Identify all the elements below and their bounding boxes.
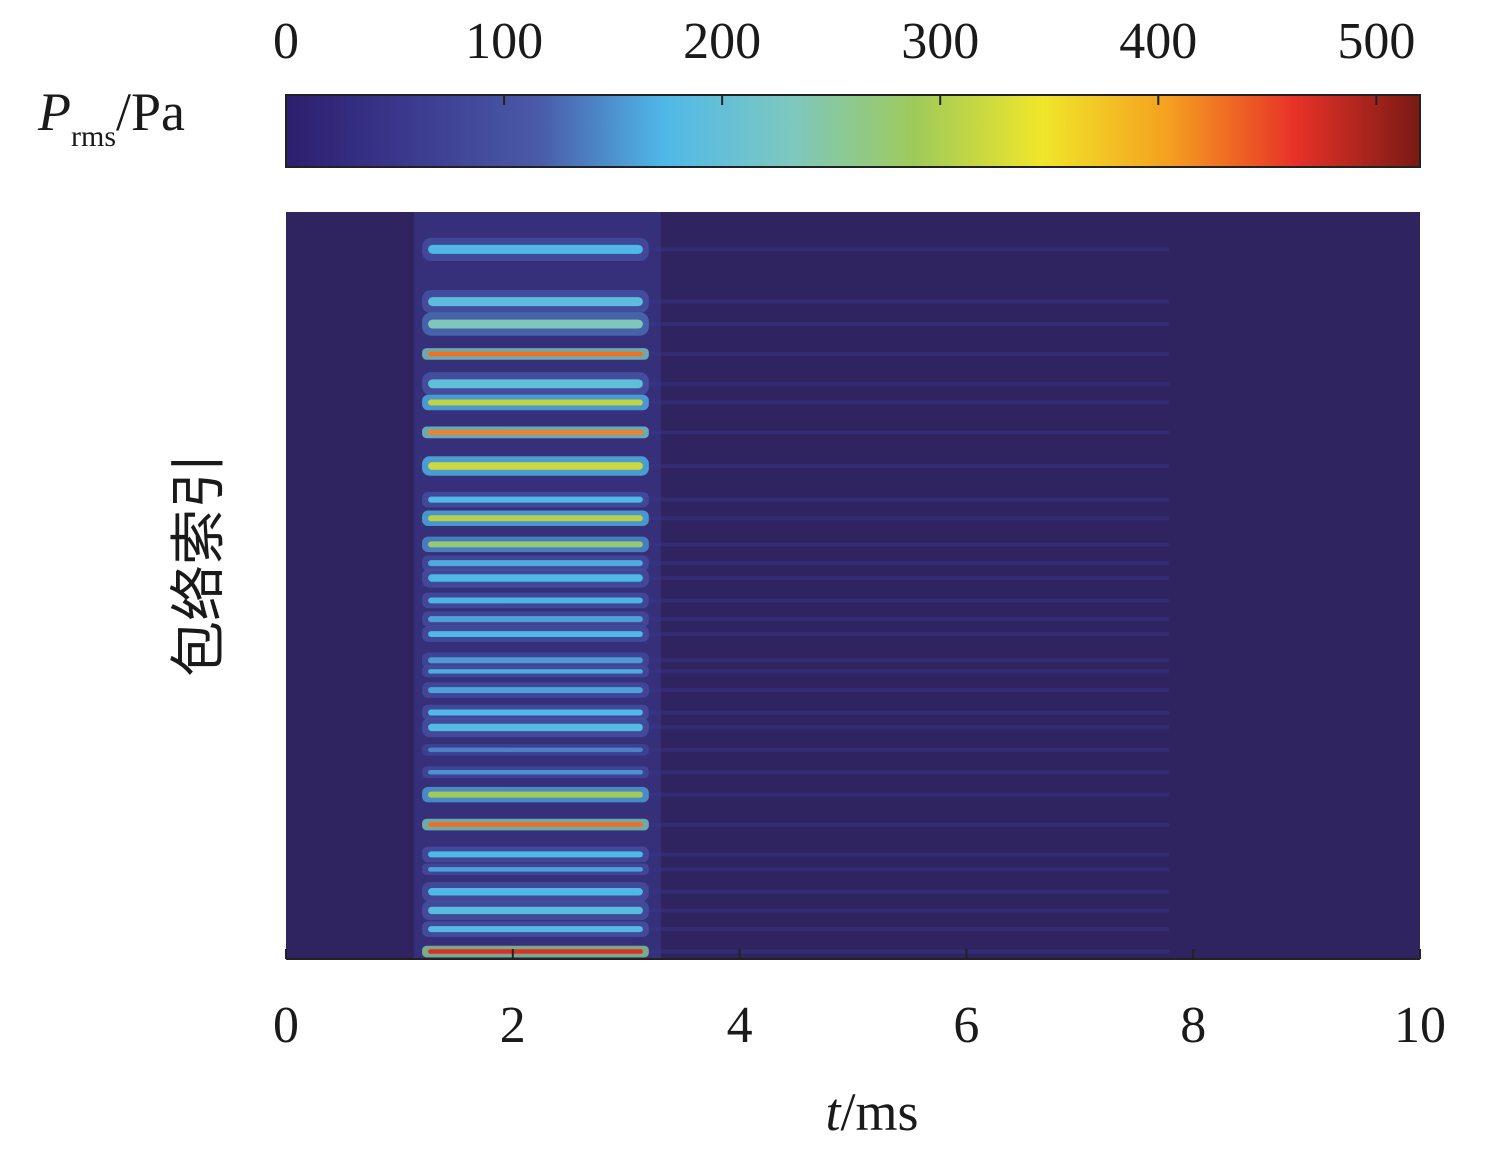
heatmap-band-tail (648, 516, 1169, 521)
heatmap-band (428, 949, 643, 954)
colorbar-tick-label: 0 (273, 13, 299, 70)
x-axis-label: t/ms (825, 1082, 918, 1142)
heatmap-band (428, 687, 643, 694)
heatmap-band-tail (648, 908, 1169, 913)
colorbar-tick-label: 200 (683, 13, 761, 70)
heatmap-band (428, 723, 643, 732)
colorbar-tick-label: 100 (465, 13, 543, 70)
heatmap-band-tail (648, 497, 1169, 502)
x-axis-label-unit: /ms (840, 1082, 918, 1142)
heatmap-band-tail (648, 299, 1169, 304)
heatmap-band-tail (648, 747, 1169, 752)
heatmap-band-tail (648, 927, 1169, 932)
heatmap-band-tail (648, 542, 1169, 547)
heatmap-band (428, 791, 643, 798)
x-axis-ticks (285, 949, 1421, 959)
heatmap-band (428, 297, 643, 307)
heatmap-band-tail (648, 381, 1169, 386)
heatmap-band (428, 888, 643, 896)
x-tick-label: 4 (727, 997, 753, 1054)
heatmap-band-tail (648, 322, 1169, 327)
heatmap-band-tail (648, 792, 1169, 797)
x-tick-label: 8 (1180, 997, 1206, 1054)
heatmap-band (428, 496, 643, 503)
heatmap-band-tail (648, 576, 1169, 581)
heatmap-band (428, 430, 643, 435)
heatmap-band (428, 597, 643, 604)
colorbar-tick-label: 300 (901, 13, 979, 70)
heatmap-band-tail (648, 430, 1169, 435)
heatmap-band (428, 669, 643, 674)
x-tick-label: 2 (500, 997, 526, 1054)
heatmap-band (428, 822, 643, 827)
x-axis-tick-labels: 0 2 4 6 8 10 (273, 997, 1446, 1054)
heatmap-band (428, 515, 643, 522)
colorbar-label-main: P (37, 82, 71, 142)
colorbar-ticks (285, 95, 1378, 105)
colorbar-tick-label: 500 (1337, 13, 1415, 70)
heatmap-band (428, 399, 643, 406)
x-axis-label-italic: t (825, 1082, 842, 1142)
colorbar-label: Prms/Pa (37, 82, 185, 153)
heatmap-bands (414, 212, 1169, 959)
colorbar-label-unit: /Pa (116, 82, 185, 142)
heatmap-band (428, 926, 643, 933)
plot-area: 0 2 4 6 8 10 (273, 212, 1446, 1054)
heatmap-band (428, 631, 643, 638)
heatmap-band-tail (648, 688, 1169, 693)
heatmap-band-tail (648, 770, 1169, 775)
heatmap-band-tail (648, 949, 1169, 954)
heatmap-band-tail (648, 632, 1169, 637)
heatmap-band-tail (648, 400, 1169, 405)
heatmap-band (428, 319, 643, 329)
heatmap-band (428, 906, 643, 915)
heatmap-band-tail (648, 658, 1169, 663)
colorbar-tick-labels: 0 100 200 300 400 500 (273, 13, 1415, 70)
heatmap-band-tail (648, 463, 1169, 468)
x-tick-label: 0 (273, 997, 299, 1054)
heatmap-band-tail (648, 598, 1169, 603)
colorbar-tick-label: 400 (1119, 13, 1197, 70)
heatmap-band-tail (648, 669, 1169, 674)
heatmap-band (428, 851, 643, 858)
x-tick-label: 10 (1394, 997, 1446, 1054)
heatmap-band-tail (648, 725, 1169, 730)
heatmap-band (428, 770, 643, 775)
heatmap-band (428, 351, 643, 357)
heatmap-band (428, 616, 643, 623)
heatmap-band (428, 867, 643, 872)
heatmap-band (428, 747, 643, 753)
heatmap-band (428, 462, 643, 470)
colorbar: 0 100 200 300 400 500 Prms/Pa (37, 13, 1421, 168)
heatmap-band-tail (648, 710, 1169, 715)
heatmap-band (428, 657, 643, 664)
heatmap-band-tail (648, 867, 1169, 872)
heatmap-band (428, 244, 643, 254)
heatmap-band-tail (648, 247, 1169, 252)
heatmap-band-tail (648, 617, 1169, 622)
y-axis-label: 包络索引 (167, 453, 232, 677)
heatmap-band (428, 541, 643, 548)
heatmap-band-tail (648, 351, 1169, 356)
colorbar-bar (285, 94, 1421, 168)
heatmap-band (428, 560, 643, 567)
x-tick-label: 6 (953, 997, 979, 1054)
heatmap-band (428, 709, 643, 716)
heatmap-band (428, 574, 643, 582)
heatmap-band-tail (648, 822, 1169, 827)
heatmap-band (428, 379, 643, 389)
heatmap-band-tail (648, 889, 1169, 894)
heatmap-band-tail (648, 852, 1169, 857)
colorbar-label-sub: rms (71, 120, 116, 153)
heatmap-band-tail (648, 561, 1169, 566)
